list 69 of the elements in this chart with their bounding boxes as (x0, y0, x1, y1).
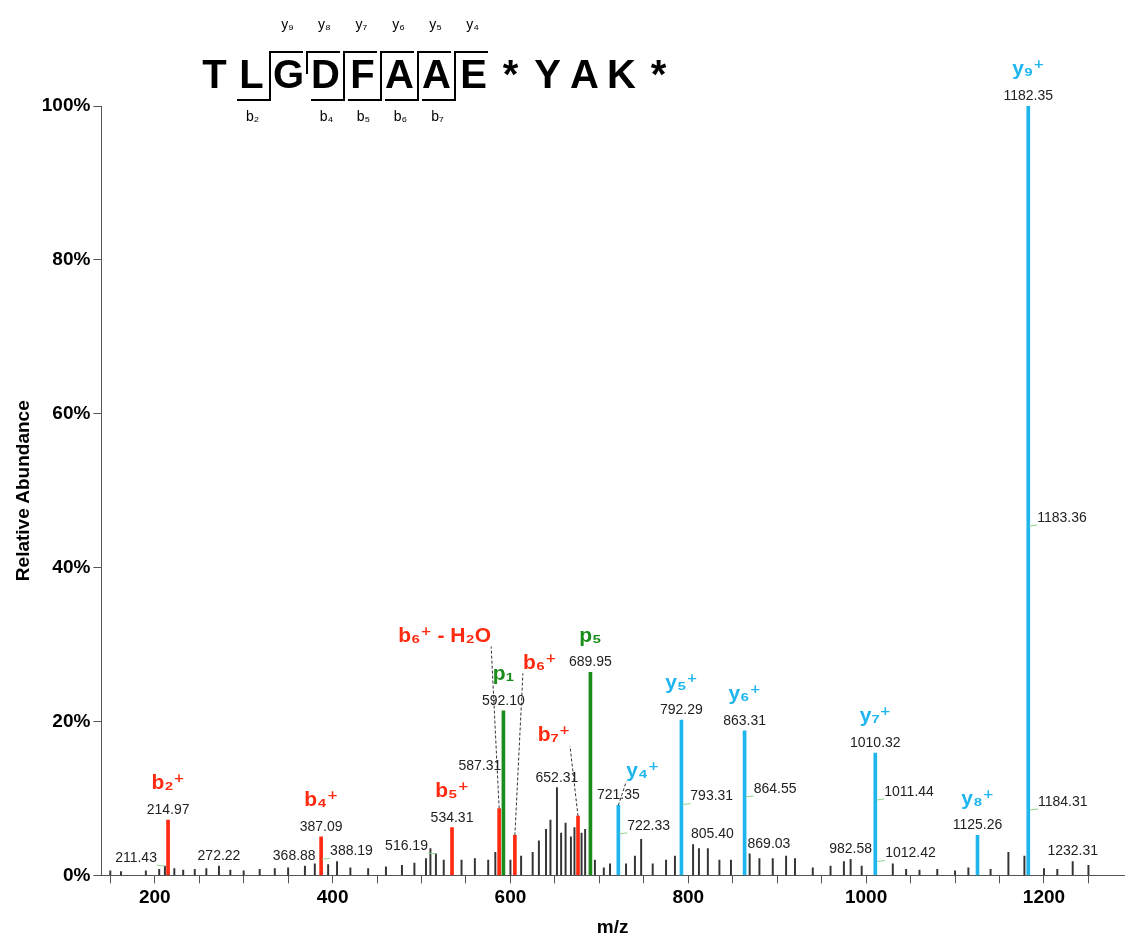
annotation: 387.09 (299, 817, 343, 834)
annotation: 869.03 (747, 834, 791, 851)
annotation: 864.55 (753, 779, 797, 796)
annotation: 722.33 (627, 816, 671, 833)
annotation: 805.40 (690, 825, 734, 842)
annotation: b₆ (392, 108, 409, 124)
text: y₉ (280, 16, 295, 32)
y-tick-label: 20% (52, 709, 91, 731)
text: b₆⁺ - H₂O (398, 622, 492, 646)
annotation: 1183.36 (1037, 508, 1087, 525)
series-label: p₁ (492, 661, 515, 685)
annotation: b₇ (430, 108, 445, 124)
annotation: 1011.44 (884, 782, 935, 799)
text: y₈ (317, 16, 332, 32)
text: b₆⁺ (522, 649, 557, 673)
x-tick-label: 1000 (844, 886, 888, 908)
series-label: b₂⁺ (151, 770, 185, 794)
series-label: y₆⁺ (728, 681, 761, 705)
x-tick-label: 800 (672, 886, 705, 908)
annotation: 592.10 (482, 691, 526, 708)
series-label: y₈⁺ (961, 785, 994, 809)
series-label: y₉⁺ (1012, 56, 1045, 80)
annotation: 368.88 (272, 847, 316, 864)
text: b₇⁺ (537, 722, 571, 746)
annotation: b₅ (355, 108, 372, 124)
y-tick-label: 80% (52, 248, 91, 270)
annotation: 652.31 (535, 768, 579, 785)
y-tick-label: 40% (52, 555, 91, 577)
x-tick-label: 600 (494, 886, 527, 908)
annotation: 211.43 (115, 849, 158, 866)
series-label: y₄⁺ (626, 757, 660, 781)
y-tick-label: 100% (41, 94, 91, 116)
annotation: 516.19 (385, 836, 429, 853)
text: y₄ (465, 16, 480, 32)
annotation: 1125.26 (952, 816, 1003, 833)
annotation: 1232.31 (1047, 842, 1099, 859)
annotation: 793.31 (690, 787, 734, 804)
text: y₆ (391, 16, 406, 32)
x-tick-label: 200 (138, 886, 171, 908)
annotation: 1012.42 (885, 844, 936, 861)
chart-title: T L G D F A A E * Y A K * (202, 52, 667, 96)
x-axis-title: m/z (596, 915, 629, 937)
annotation: 272.22 (197, 847, 241, 864)
y-tick-label: 60% (52, 401, 91, 423)
annotation: 214.97 (146, 800, 190, 817)
annotation: 534.31 (430, 808, 474, 825)
series-label: b₅⁺ (435, 777, 469, 801)
annotation: 982.58 (829, 840, 873, 857)
x-tick-label: 400 (316, 886, 349, 908)
x-tick-label: 1200 (1022, 886, 1066, 908)
series-label: y₇⁺ (859, 703, 891, 727)
annotation: 721.35 (596, 786, 640, 803)
annotation: 863.31 (723, 711, 767, 728)
text: y₇ (354, 16, 369, 32)
annotation: 1182.35 (1003, 86, 1054, 103)
series-label: y₅⁺ (665, 670, 698, 694)
series-label: b₄⁺ (304, 787, 339, 811)
annotation: 388.19 (330, 842, 374, 859)
annotation: 689.95 (569, 653, 613, 670)
annotation: 1010.32 (850, 733, 901, 750)
y-axis-title: Relative Abundance (11, 400, 33, 582)
series-label: p₅ (579, 622, 602, 646)
annotation: b₂ (244, 108, 261, 124)
y-tick-label: 0% (62, 863, 91, 885)
annotation: 792.29 (660, 700, 704, 717)
annotation: b₄ (318, 108, 335, 124)
text: y₅ (428, 16, 443, 32)
annotation: 587.31 (458, 757, 502, 774)
annotation: 1184.31 (1038, 792, 1088, 809)
